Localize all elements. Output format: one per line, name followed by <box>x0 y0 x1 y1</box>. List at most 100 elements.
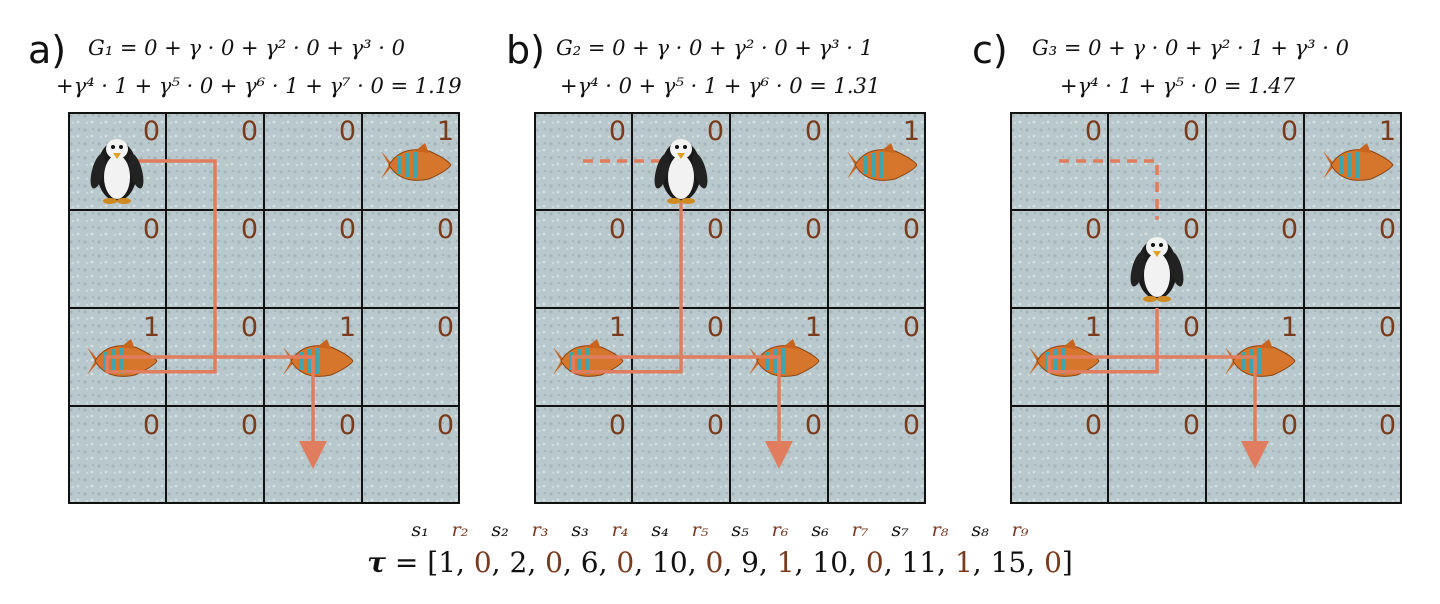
panel-letter: a) <box>28 28 67 72</box>
trajectory-separator: , <box>883 546 902 579</box>
path-arrow <box>105 159 327 469</box>
trajectory-value: 0 <box>1044 546 1062 579</box>
cell-reward: 1 <box>143 312 160 343</box>
gridworld: 0 0 0 1 0 0 0 0 1 0 1 0 0 0 0 0 <box>1010 112 1402 504</box>
gridworld: 0 0 0 1 0 0 0 0 1 0 1 0 0 0 0 0 <box>534 112 926 504</box>
cell-reward: 0 <box>609 116 626 147</box>
cell-reward: 0 <box>241 312 258 343</box>
cell-reward: 1 <box>1085 312 1102 343</box>
return-formula-line1: G₃ = 0 + γ · 0 + γ² · 1 + γ³ · 0 <box>1032 36 1349 60</box>
trajectory-index-label: r₄ <box>611 519 629 541</box>
return-formula-line1: G₁ = 0 + γ · 0 + γ² · 0 + γ³ · 0 <box>88 36 405 60</box>
fish-icon <box>1029 339 1100 377</box>
panel-b: b) G₂ = 0 + γ · 0 + γ² · 0 + γ³ · 1 +γ⁴ … <box>506 0 976 504</box>
trajectory-separator: , <box>723 546 742 579</box>
trajectory-value: 0 <box>865 546 884 579</box>
trajectory-separator: , <box>456 546 474 579</box>
penguin-icon <box>654 139 708 204</box>
trajectory-value: 15 <box>990 546 1027 579</box>
cell-reward: 0 <box>1085 116 1102 147</box>
cell-reward: 1 <box>1281 312 1298 343</box>
cell-reward: 0 <box>339 410 356 441</box>
cell-reward: 0 <box>707 312 724 343</box>
trajectory-value: 0 <box>705 546 724 579</box>
tau-values: 1, 0, 2, 0, 6, 0, 10, 0, 9, 1, 10, 0, 11… <box>438 546 1062 579</box>
trajectory-index-label: s₆ <box>811 519 829 541</box>
tau-open: = [ <box>386 546 439 579</box>
cell-reward: 0 <box>241 410 258 441</box>
cell-reward: 0 <box>143 214 160 245</box>
fish-icon <box>749 339 820 377</box>
cell-reward: 0 <box>339 214 356 245</box>
cell-reward: 1 <box>339 312 356 343</box>
trajectory-separator: , <box>527 546 546 579</box>
trajectory-index-label: r₇ <box>851 519 869 541</box>
trajectory-separator: , <box>491 546 510 579</box>
trajectory-separator: , <box>848 546 866 579</box>
trajectory-separator: , <box>758 546 777 579</box>
cell-reward: 0 <box>1379 312 1396 343</box>
trajectory-index-label: r₃ <box>531 519 549 541</box>
trajectory-index-label: s₃ <box>571 519 589 541</box>
trajectory-index-label: s₈ <box>971 519 989 541</box>
return-formula-line2: +γ⁴ · 1 + γ⁵ · 0 + γ⁶ · 1 + γ⁷ · 0 = 1.1… <box>56 74 462 98</box>
cell-reward: 0 <box>143 116 160 147</box>
trajectory-value: 10 <box>812 546 849 579</box>
cell-reward: 0 <box>903 312 920 343</box>
trajectory-index-label: r₂ <box>451 519 469 541</box>
trajectory-value: 0 <box>473 546 492 579</box>
trajectory-index-label: s₅ <box>731 519 749 541</box>
panel-a: a) G₁ = 0 + γ · 0 + γ² · 0 + γ³ · 0 +γ⁴ … <box>28 0 498 504</box>
penguin-icon <box>90 139 144 204</box>
cell-reward: 0 <box>1085 214 1102 245</box>
cell-reward: 0 <box>1379 214 1396 245</box>
grid-border <box>1010 112 1402 504</box>
trajectory-value: 10 <box>652 546 688 579</box>
trajectory: τ = [1, 0, 2, 0, 6, 0, 10, 0, 9, 1, 10, … <box>0 546 1440 579</box>
cell-reward: 0 <box>1281 116 1298 147</box>
cell-reward: 0 <box>707 116 724 147</box>
trajectory-value: 1 <box>954 546 973 579</box>
cell-reward: 0 <box>241 116 258 147</box>
cell-reward: 1 <box>437 116 454 147</box>
panel-letter: c) <box>972 28 1008 72</box>
fish-icon <box>1225 339 1296 377</box>
cell-reward: 0 <box>707 410 724 441</box>
cell-reward: 0 <box>143 410 160 441</box>
cell-reward: 0 <box>609 410 626 441</box>
trajectory-separator: , <box>634 546 653 579</box>
cell-reward: 0 <box>339 116 356 147</box>
trajectory-index-label: s₇ <box>891 519 909 541</box>
trajectory-index-label: s₁ <box>411 519 429 541</box>
cell-reward: 0 <box>1379 410 1396 441</box>
cell-reward: 1 <box>805 312 822 343</box>
trajectory-value: 11 <box>901 546 938 579</box>
fish-icon <box>283 339 354 377</box>
path-arrow <box>1047 308 1269 469</box>
cell-reward: 1 <box>903 116 920 147</box>
fish-icon <box>87 339 158 377</box>
trajectory-value: 9 <box>741 546 759 579</box>
cell-reward: 0 <box>241 214 258 245</box>
fish-icon <box>553 339 624 377</box>
trajectory-separator: , <box>598 546 617 579</box>
trajectory-value: 1 <box>776 546 795 579</box>
trajectory-separator: , <box>972 546 991 579</box>
trajectory-value: 1 <box>438 546 457 579</box>
past-path <box>1059 159 1159 220</box>
fish-icon <box>847 143 918 181</box>
cell-reward: 0 <box>903 214 920 245</box>
cell-reward: 0 <box>1183 116 1200 147</box>
cell-reward: 0 <box>1183 214 1200 245</box>
grid-border <box>534 112 926 504</box>
cell-reward: 0 <box>437 410 454 441</box>
trajectory-separator: , <box>687 546 706 579</box>
trajectory-separator: , <box>794 546 813 579</box>
trajectory-value: 0 <box>616 546 635 579</box>
trajectory-index-label: r₆ <box>771 519 789 541</box>
cell-reward: 0 <box>707 214 724 245</box>
cell-reward: 0 <box>805 116 822 147</box>
gridworld: 0 0 0 1 0 0 0 0 1 0 1 0 0 0 0 0 <box>68 112 460 504</box>
trajectory-index-label: s₂ <box>491 519 509 541</box>
penguin-icon <box>1130 237 1184 302</box>
